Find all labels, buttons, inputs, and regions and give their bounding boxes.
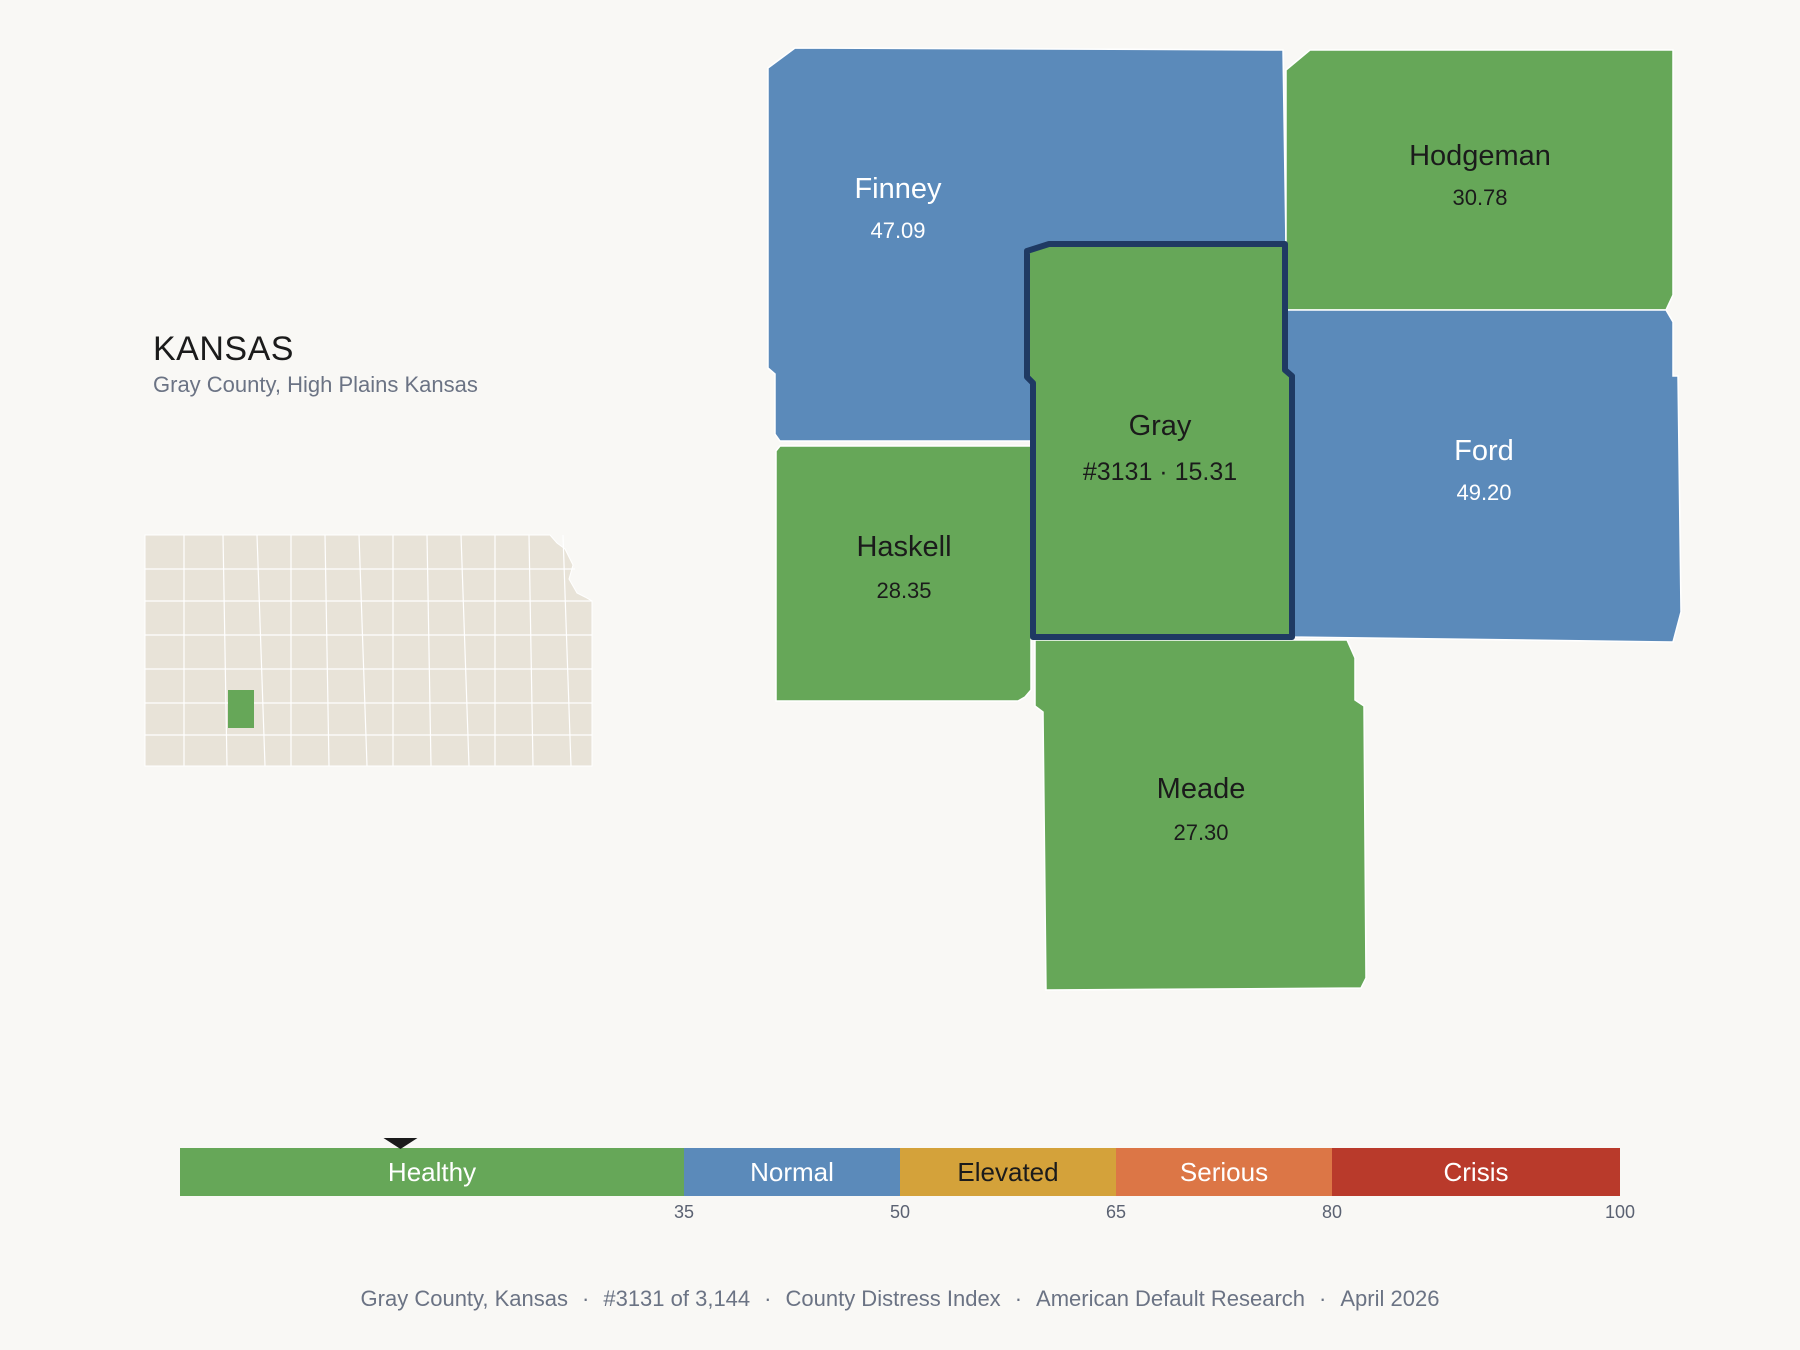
county-name: Ford [1454,435,1514,467]
inset-border-line [426,534,432,767]
inset-border-line [256,534,266,767]
legend-label: Elevated [957,1157,1058,1187]
county-shape[interactable] [775,445,1032,702]
footer-separator: · [1319,1286,1327,1311]
footer-separator: · [764,1286,772,1311]
footer-separator: · [1014,1286,1023,1311]
kansas-outline [144,534,593,767]
legend-marker-icon [383,1138,418,1149]
inset-border-line [528,534,534,767]
state-locator-inset [144,534,593,767]
state-subtitle: Gray County, High Plains Kansas [153,372,478,397]
legend-scale: Healthy Normal Elevated Serious Crisis 35 50 65… [180,1138,1635,1222]
county-name: Haskell [856,531,951,563]
county-value: 49.20 [1456,480,1511,505]
legend-segment-crisis [1332,1148,1620,1196]
footer-index: County Distress Index [785,1286,1001,1311]
footer-date: April 2026 [1340,1286,1440,1311]
inset-border-line [358,534,368,767]
county-value: 47.09 [870,218,925,243]
county-shape[interactable] [1285,49,1674,311]
county-value: 30.78 [1452,185,1507,210]
county-ford[interactable]: Ford 49.20 [1285,309,1682,643]
legend-segment-serious [1116,1148,1332,1196]
county-meade[interactable]: Meade 27.30 [1034,639,1367,991]
legend-tick: 65 [1106,1202,1126,1222]
inset-border-line [562,534,572,767]
legend-tick: 50 [890,1202,910,1222]
county-haskell[interactable]: Haskell 28.35 [775,445,1032,702]
county-hodgeman[interactable]: Hodgeman 30.78 [1285,49,1674,311]
legend-label: Normal [750,1157,834,1187]
county-value: #3131 · 15.31 [1083,458,1237,486]
legend-segment-elevated [900,1148,1116,1196]
county-name: Hodgeman [1409,140,1551,172]
county-shape-selected[interactable] [1024,241,1295,640]
legend-label: Crisis [1444,1157,1509,1187]
county-finney[interactable]: Finney 47.09 [767,47,1287,442]
legend-tick: 80 [1322,1202,1342,1222]
county-value: 27.30 [1173,820,1228,845]
legend-segment-normal [684,1148,900,1196]
footer-separator: · [582,1286,590,1311]
inset-border-line [222,534,228,767]
footer-source: American Default Research [1036,1286,1306,1311]
footer-credits: Gray County, Kansas · #3131 of 3,144 · Count… [0,1286,1800,1312]
county-shape[interactable] [1285,309,1682,643]
county-value: 28.35 [876,578,931,603]
county-name: Finney [854,173,942,205]
inset-border-line [324,534,330,767]
footer-county: Gray County, Kansas [360,1286,569,1311]
county-shape[interactable] [1034,639,1367,991]
legend-label: Healthy [388,1157,476,1187]
legend-tick: 100 [1605,1202,1635,1222]
legend-segment-healthy [180,1148,684,1196]
county-name: Gray [1129,410,1192,442]
county-gray[interactable]: Gray #3131 · 15.31 [1024,241,1295,640]
legend-label: Serious [1180,1157,1268,1187]
footer-rank: #3131 of 3,144 [603,1286,751,1311]
state-title: KANSAS [153,330,294,368]
legend-tick: 35 [674,1202,694,1222]
county-name: Meade [1157,773,1246,805]
inset-selected-county [228,690,254,728]
inset-border-line [460,534,470,767]
